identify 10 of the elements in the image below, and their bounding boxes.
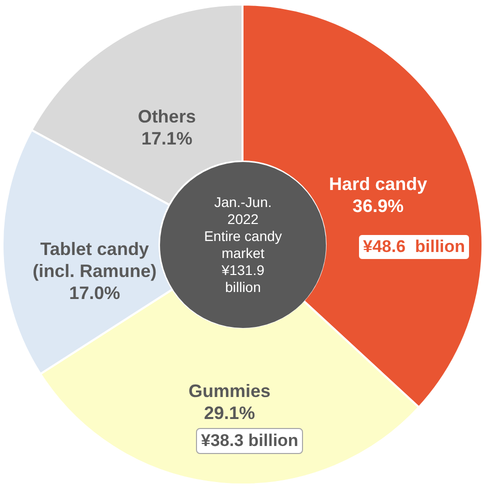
slice-label: Hard candy bbox=[329, 174, 428, 194]
data-label: 36.9% bbox=[352, 196, 404, 216]
slice-label: Others bbox=[138, 106, 196, 126]
data-label: 17.0% bbox=[69, 282, 120, 303]
slice-label: Gummies bbox=[188, 380, 271, 401]
label-box: ¥48.6 billion bbox=[358, 234, 470, 260]
slice-label: Tablet candy (incl. Ramune) bbox=[32, 238, 157, 281]
label-box: ¥38.3 billion bbox=[196, 428, 304, 454]
data-label: 29.1% bbox=[204, 402, 256, 423]
data-label: 17.1% bbox=[141, 128, 192, 148]
